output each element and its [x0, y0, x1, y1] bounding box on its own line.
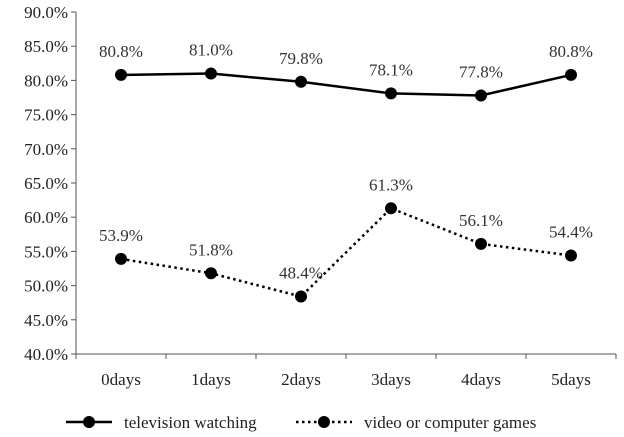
legend-item-1: video or computer games [296, 413, 536, 432]
data-label: 78.1% [369, 60, 413, 79]
legend-label: television watching [124, 413, 257, 432]
data-point [565, 249, 577, 262]
series-line [120, 72, 572, 97]
series-0: 80.8% 81.0% 79.8% 78.1% 77.8% 80.8% [99, 41, 593, 102]
x-tick-label: 4days [461, 370, 501, 389]
y-tick-label: 85.0% [24, 37, 68, 56]
x-tick-label: 5days [551, 370, 591, 389]
series-1: 53.9% 51.8% 48.4% 61.3% 56.1% 54.4% [99, 175, 593, 303]
data-point [295, 75, 307, 88]
data-label: 53.9% [99, 226, 143, 245]
x-tick-label: 3days [371, 370, 411, 389]
data-point [205, 267, 217, 280]
series-line [120, 206, 572, 298]
data-label: 61.3% [369, 175, 413, 194]
data-label: 81.0% [189, 41, 233, 60]
y-tick-label: 60.0% [24, 208, 68, 227]
x-tick-label: 1days [191, 370, 231, 389]
data-point [295, 290, 307, 303]
legend: television watching video or computer gam… [66, 413, 536, 432]
y-tick-label: 45.0% [24, 311, 68, 330]
x-tick-label: 2days [281, 370, 321, 389]
data-point [115, 252, 127, 265]
x-tick-label: 0days [101, 370, 141, 389]
data-label: 48.4% [279, 264, 323, 283]
y-tick-label: 75.0% [24, 106, 68, 125]
data-label: 77.8% [459, 62, 503, 81]
data-point [475, 237, 487, 250]
y-tick-label: 50.0% [24, 277, 68, 296]
legend-marker [83, 416, 95, 428]
data-point [115, 68, 127, 81]
y-tick-label: 90.0% [24, 3, 68, 22]
y-tick-label: 40.0% [24, 345, 68, 364]
data-point [385, 202, 397, 215]
y-tick-label: 70.0% [24, 140, 68, 159]
y-tick-label: 80.0% [24, 71, 68, 90]
x-axis: 0days 1days 2days 3days 4days 5days [75, 353, 617, 389]
data-label: 54.4% [549, 223, 593, 242]
legend-marker [318, 416, 330, 428]
data-point [205, 67, 217, 80]
data-point [385, 87, 397, 100]
y-axis: 40.0% 45.0% 50.0% 55.0% 60.0% 65.0% 70.0% 75.0%… [24, 3, 77, 364]
legend-item-0: television watching [66, 413, 257, 432]
data-label: 79.8% [279, 49, 323, 68]
data-point [565, 68, 577, 81]
data-point [475, 89, 487, 102]
y-tick-label: 65.0% [24, 174, 68, 193]
y-tick-label: 55.0% [24, 242, 68, 261]
data-label: 80.8% [99, 42, 143, 61]
data-label: 80.8% [549, 42, 593, 61]
data-label: 51.8% [189, 240, 233, 259]
chart-series: 80.8% 81.0% 79.8% 78.1% 77.8% 80.8% 53.9% 51.8%… [99, 41, 593, 303]
data-label: 56.1% [459, 211, 503, 230]
legend-label: video or computer games [364, 413, 536, 432]
